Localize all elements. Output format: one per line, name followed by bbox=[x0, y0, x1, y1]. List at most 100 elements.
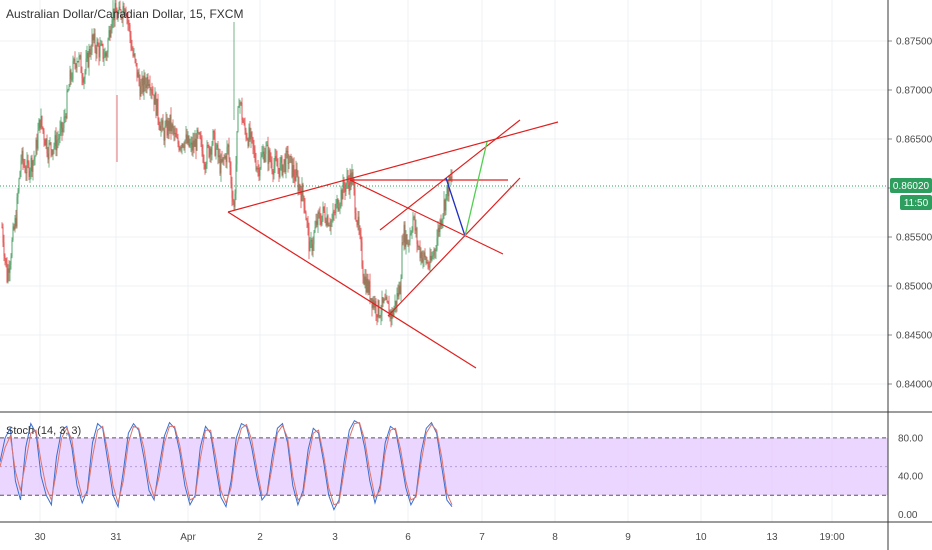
candle-body bbox=[134, 53, 136, 60]
candle-body bbox=[8, 268, 10, 273]
candle-body bbox=[51, 149, 53, 155]
candle-body bbox=[393, 308, 395, 316]
candle-body bbox=[249, 127, 251, 140]
candle-body bbox=[355, 213, 357, 221]
candle-body bbox=[226, 147, 228, 163]
candle-body bbox=[212, 130, 214, 145]
candle-body bbox=[245, 129, 247, 139]
candle-body bbox=[68, 86, 70, 91]
candle-body bbox=[252, 137, 254, 147]
candle-body bbox=[37, 130, 39, 149]
candle-body bbox=[4, 255, 6, 259]
candle-body bbox=[41, 115, 43, 127]
candle-body bbox=[386, 296, 388, 302]
candle-body bbox=[428, 266, 430, 268]
candle-body bbox=[219, 155, 221, 174]
candle-body bbox=[425, 256, 427, 263]
candle-body bbox=[72, 60, 74, 79]
candle-body bbox=[326, 215, 328, 226]
candle-body bbox=[16, 197, 18, 227]
candle-body bbox=[296, 169, 298, 176]
candle-body bbox=[23, 162, 25, 166]
candle-body bbox=[207, 145, 209, 147]
candle-body bbox=[402, 242, 404, 244]
candle-body bbox=[90, 52, 92, 55]
candle-body bbox=[13, 226, 15, 230]
candle-body bbox=[418, 246, 420, 248]
candle-body bbox=[254, 149, 256, 161]
candle-body bbox=[62, 128, 64, 133]
candle-body bbox=[369, 281, 371, 301]
candle-body bbox=[59, 128, 61, 139]
candle-body bbox=[284, 159, 286, 173]
candle-body bbox=[27, 160, 29, 164]
candle-body bbox=[439, 220, 441, 233]
candle-body bbox=[31, 157, 33, 172]
candle-body bbox=[353, 179, 355, 190]
candle-body bbox=[270, 160, 272, 164]
candle-body bbox=[294, 176, 296, 181]
candle-body bbox=[159, 125, 161, 131]
candle-body bbox=[434, 249, 436, 251]
candle-body bbox=[149, 84, 151, 91]
candle-body bbox=[388, 303, 390, 318]
last-price-badge: 0.86020 11:50 bbox=[890, 178, 932, 210]
candle-body bbox=[217, 144, 219, 158]
candle-body bbox=[365, 276, 367, 293]
candle-body bbox=[276, 159, 278, 167]
candle-body bbox=[171, 124, 173, 132]
candle-body bbox=[39, 119, 41, 129]
candle-body bbox=[154, 93, 156, 105]
candle-body bbox=[215, 148, 217, 156]
candle-body bbox=[230, 167, 232, 184]
candle-body bbox=[115, 3, 117, 13]
candle-body bbox=[158, 119, 160, 126]
candle-body bbox=[256, 167, 258, 170]
candle-body bbox=[15, 218, 17, 227]
candle-body bbox=[332, 211, 334, 221]
candle-body bbox=[78, 56, 80, 63]
candle-body bbox=[44, 139, 46, 146]
candle-body bbox=[382, 297, 384, 303]
candle-body bbox=[306, 220, 308, 222]
candle-body bbox=[119, 6, 121, 11]
candle-body bbox=[403, 224, 405, 243]
candle-body bbox=[327, 215, 329, 226]
candle-body bbox=[137, 72, 139, 78]
candle-body bbox=[101, 43, 103, 45]
candle-body bbox=[85, 58, 87, 72]
candle-body bbox=[173, 128, 175, 135]
candle-body bbox=[239, 102, 241, 106]
candle-body bbox=[243, 122, 245, 124]
candle-body bbox=[232, 197, 234, 202]
candle-body bbox=[126, 16, 128, 18]
candle-body bbox=[383, 299, 385, 303]
candle-body bbox=[385, 296, 387, 300]
chart-title: Australian Dollar/Canadian Dollar, 15, F… bbox=[6, 7, 243, 21]
candle-body bbox=[404, 224, 406, 247]
candle-body bbox=[261, 154, 263, 157]
candle-body bbox=[91, 34, 93, 53]
candle-body bbox=[1, 227, 3, 229]
candle-body bbox=[147, 77, 149, 86]
candle-body bbox=[290, 155, 292, 157]
candle-body bbox=[105, 52, 107, 57]
candle-body bbox=[61, 122, 63, 133]
candle-body bbox=[152, 93, 154, 95]
candle-body bbox=[116, 12, 118, 20]
candle-body bbox=[117, 12, 119, 20]
candle-body bbox=[271, 163, 273, 172]
candle-body bbox=[196, 129, 198, 151]
trendline bbox=[387, 177, 521, 317]
candle-body bbox=[297, 175, 299, 191]
candle-body bbox=[30, 157, 32, 171]
x-tick-label: 2 bbox=[257, 532, 263, 543]
candle-body bbox=[108, 30, 110, 40]
candle-body bbox=[304, 206, 306, 213]
candle-body bbox=[3, 242, 5, 256]
candle-body bbox=[323, 206, 325, 211]
candle-body bbox=[32, 160, 34, 172]
candle-body bbox=[231, 183, 233, 198]
candle-body bbox=[308, 227, 310, 252]
